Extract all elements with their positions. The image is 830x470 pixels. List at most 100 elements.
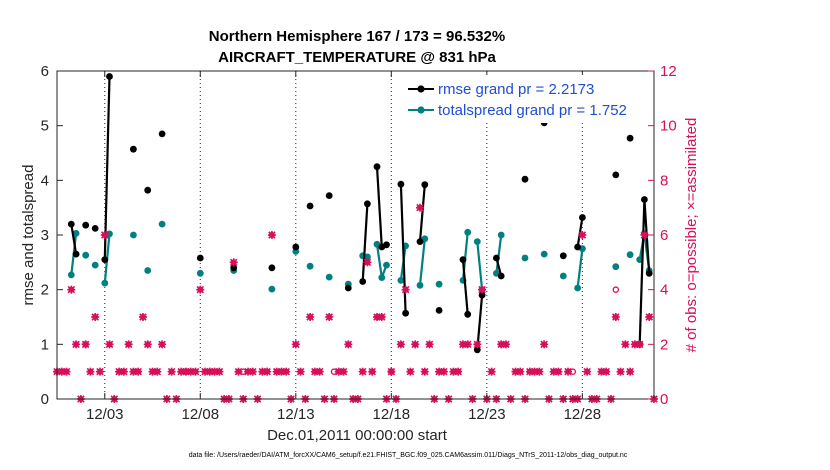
rmse-point-28 — [473, 346, 481, 354]
obs-assimilated-marker-88 — [473, 340, 482, 349]
rmse-line-17 — [418, 184, 426, 242]
totalspread-point-17 — [364, 253, 371, 261]
obs-assimilated-marker-7 — [86, 367, 95, 376]
rmse-point-7 — [144, 186, 152, 194]
obs-assimilated-marker-110 — [578, 231, 587, 239]
totalspread-point-0 — [67, 271, 75, 279]
obs-assimilated-marker-60 — [339, 367, 348, 376]
obs-assimilated-marker-11 — [105, 340, 114, 349]
obs-assimilated-marker-91 — [487, 367, 496, 376]
obs-assimilated-marker-66 — [368, 367, 377, 376]
obs-assimilated-marker-102 — [540, 340, 549, 349]
legend-spread-marker — [417, 106, 425, 114]
totalspread-line-17 — [418, 238, 426, 286]
totalspread-point-9 — [196, 269, 204, 277]
obs-assimilated-marker-2 — [62, 367, 71, 376]
rmse-line-0 — [70, 223, 78, 255]
rmse-point-29 — [478, 291, 486, 299]
obs-possible-marker-1 — [182, 368, 190, 375]
obs-assimilated-marker-57 — [325, 313, 334, 321]
obs-assimilated-marker-76 — [415, 203, 424, 212]
rmse-point-20 — [383, 241, 390, 249]
obs-assimilated-marker-8 — [91, 313, 100, 321]
rmse-point-30 — [493, 254, 500, 262]
obs-assimilated-marker-97 — [516, 367, 525, 376]
obs-possible-marker-0 — [82, 341, 89, 348]
obs-assimilated-marker-37 — [229, 258, 238, 267]
rmse-line-14 — [361, 203, 369, 282]
obs-assimilated-marker-50 — [291, 340, 300, 349]
obs-assimilated-marker-9 — [95, 367, 104, 376]
y-left-tick-label-6: 6 — [41, 63, 49, 80]
obs-assimilated-marker-99 — [525, 367, 534, 376]
y-left-tick-label-1: 1 — [41, 336, 49, 353]
y-axis-right-label: # of obs: o=possible; ×=assimilated — [683, 118, 700, 353]
obs-assimilated-marker-105 — [554, 367, 563, 376]
obs-assimilated-marker-73 — [401, 285, 410, 294]
rmse-point-38 — [626, 134, 634, 142]
y-left-tick-label-4: 4 — [41, 172, 49, 189]
totalspread-point-21 — [397, 277, 405, 284]
obs-assimilated-marker-118 — [616, 367, 625, 376]
obs-assimilated-marker-68 — [377, 313, 386, 321]
obs-assimilated-marker-86 — [463, 340, 472, 349]
totalspread-point-34 — [559, 272, 567, 280]
totalspread-point-3 — [91, 261, 99, 269]
obs-assimilated-marker-30 — [196, 285, 205, 294]
x-tick-label-3: 12/18 — [373, 406, 411, 423]
rmse-point-14 — [325, 192, 333, 200]
obs-assimilated-marker-75 — [411, 340, 420, 349]
obs-possible-marker-6 — [612, 286, 620, 293]
rmse-point-31 — [497, 272, 505, 280]
totalspread-point-8 — [158, 220, 166, 228]
rmse-point-41 — [645, 269, 653, 277]
rmse-point-23 — [416, 238, 424, 246]
totalspread-point-4 — [101, 279, 109, 287]
y-axis-right: 0 2 4 6 8 10 12 — [648, 63, 677, 408]
totalspread-line-21 — [495, 234, 503, 274]
obs-possible-marker-4 — [388, 368, 395, 375]
rmse-point-34 — [559, 252, 567, 260]
totalspread-point-32 — [521, 254, 529, 262]
rmse-point-17 — [364, 200, 371, 208]
obs-assimilated-marker-51 — [296, 367, 305, 376]
totalspread-line-20 — [476, 241, 484, 290]
obs-possible-marker-2 — [240, 368, 247, 375]
rmse-point-36 — [579, 214, 586, 221]
rmse-point-24 — [421, 181, 429, 189]
rmse-line-20 — [476, 295, 484, 350]
rmse-point-12 — [292, 243, 300, 251]
y-left-tick-label-5: 5 — [41, 118, 49, 135]
rmse-point-25 — [435, 307, 443, 314]
rmse-point-37 — [612, 171, 620, 179]
obs-assimilated-marker-17 — [134, 367, 143, 376]
obs-assimilated-marker-124 — [645, 313, 654, 321]
rmse-point-6 — [130, 145, 137, 153]
y-right-tick-label-0: 0 — [660, 391, 668, 408]
x-tick-label-2: 12/13 — [277, 406, 315, 423]
obs-assimilated-marker-78 — [425, 340, 434, 349]
totalspread-point-19 — [378, 274, 386, 281]
y-right-tick-label-6: 12 — [660, 63, 677, 80]
rmse-point-11 — [268, 264, 276, 272]
obs-assimilated-marker-115 — [602, 367, 611, 376]
y-right-tick-label-2: 4 — [660, 282, 668, 299]
totalspread-point-1 — [72, 230, 80, 237]
rmse-point-21 — [397, 180, 405, 188]
obs-assimilated-marker-64 — [358, 367, 367, 376]
obs-assimilated-marker-48 — [282, 367, 291, 376]
y-left-tick-label-0: 0 — [41, 391, 49, 408]
legend-rmse-marker — [417, 85, 425, 93]
totalspread-point-35 — [574, 284, 581, 292]
y-axis-left-label: rmse and totalspread — [20, 165, 37, 306]
x-axis-label: Dec.01,2011 00:00:00 start — [267, 427, 448, 444]
legend-spread-text: totalspread grand pr = 1.752 — [438, 102, 627, 119]
rmse-point-8 — [158, 130, 166, 138]
obs-assimilated-marker-101 — [535, 367, 544, 376]
totalspread-point-27 — [464, 228, 472, 236]
y-left-tick-label-2: 2 — [41, 282, 49, 299]
obs-assimilated-marker-94 — [501, 340, 510, 349]
obs-assimilated-marker-111 — [583, 367, 592, 376]
footnote: data file: /Users/raeder/DAI/ATM_forcXX/… — [189, 452, 628, 459]
